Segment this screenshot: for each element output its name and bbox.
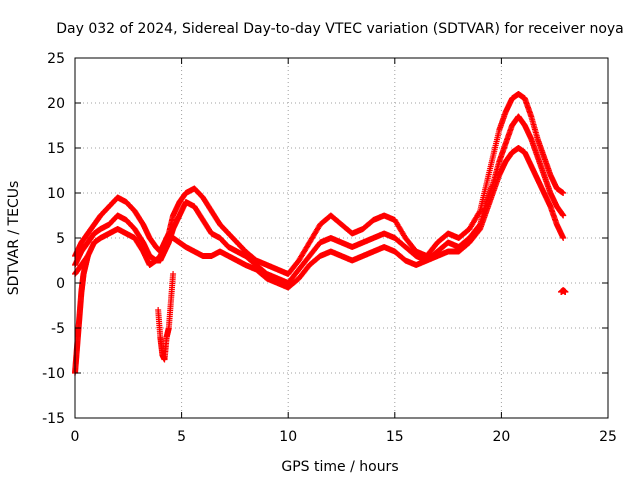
data-point-tail [562,289,569,295]
x-tick-label: 5 [177,429,186,445]
data-point-track-a [560,190,567,196]
x-axis-title: GPS time / hours [281,459,398,475]
data-point-track-b [560,212,567,219]
data-points [72,91,569,376]
y-tick-label: -15 [42,411,65,427]
y-tick-label: -10 [42,366,65,382]
data-point-track-c [560,235,567,241]
x-tick-label: 20 [492,429,510,445]
chart-title: Day 032 of 2024, Sidereal Day-to-day VTE… [56,21,624,37]
x-tick-label: 10 [279,429,297,445]
x-tick-label: 0 [71,429,80,445]
y-tick-label: -5 [51,321,65,337]
y-tick-label: 25 [47,51,65,67]
y-tick-label: 20 [47,96,65,112]
y-tick-label: 15 [47,141,65,157]
x-tick-label: 25 [599,429,617,445]
y-tick-label: 0 [56,276,65,292]
data-point-track-a [476,209,483,216]
data-point-dip-start [84,253,91,259]
y-axis-title: SDTVAR / TECUs [6,181,22,296]
y-tick-label: 5 [56,231,65,247]
y-tick-label: 10 [47,186,65,202]
axis-ticks: 0 5 10 15 20 25 -15 -10 -5 0 5 10 15 20 25 [42,51,617,445]
x-tick-label: 15 [386,429,404,445]
data-point-dip-4h [170,271,177,277]
